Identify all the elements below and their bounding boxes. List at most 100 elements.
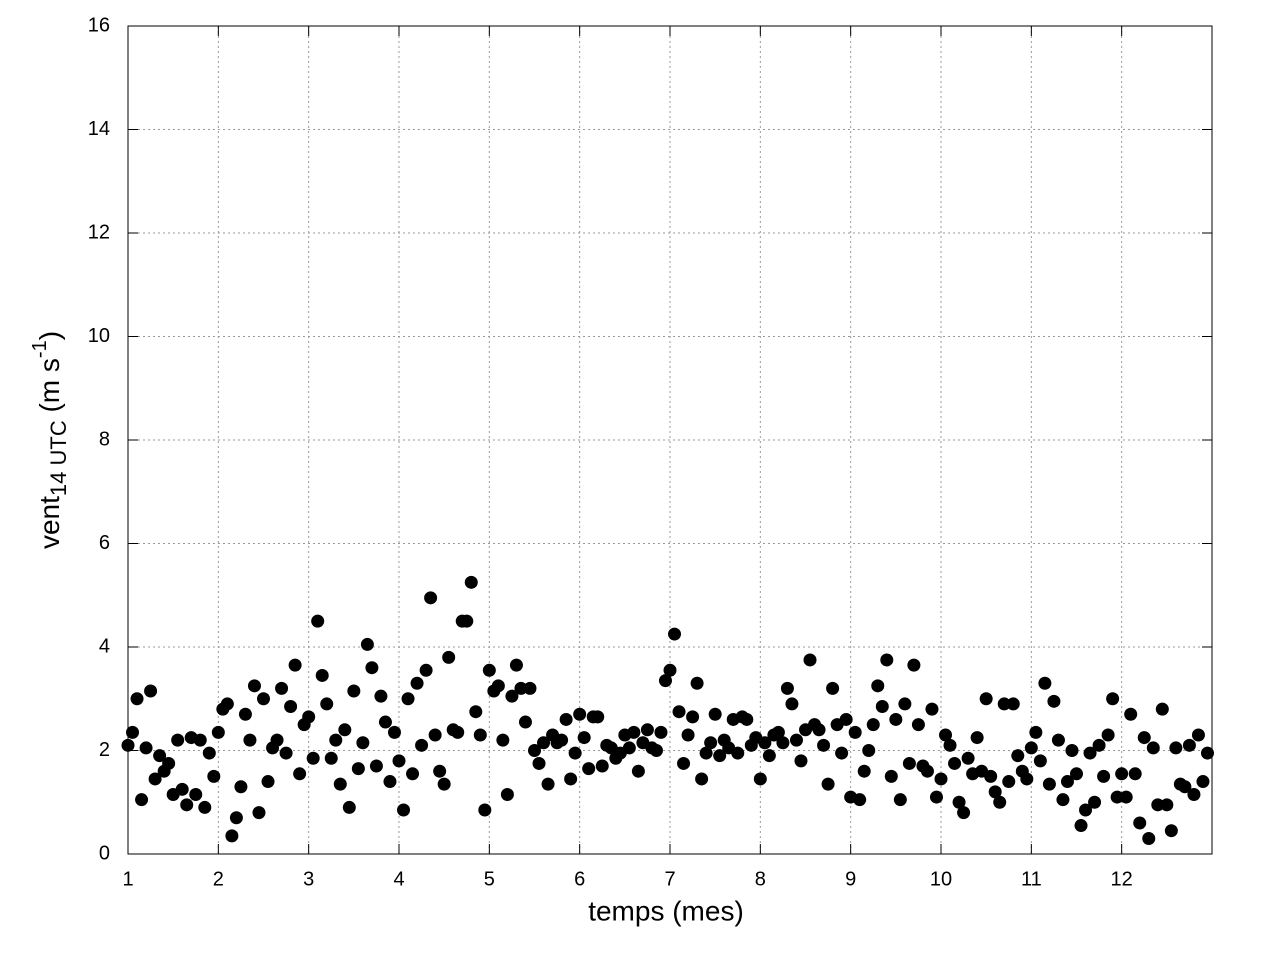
data-point bbox=[419, 663, 433, 677]
data-point bbox=[1024, 741, 1038, 755]
data-point bbox=[970, 731, 984, 745]
data-point bbox=[1187, 787, 1201, 801]
data-point bbox=[993, 795, 1007, 809]
data-point bbox=[1196, 775, 1210, 789]
data-point bbox=[853, 793, 867, 807]
data-point bbox=[365, 661, 379, 675]
data-point bbox=[758, 736, 772, 750]
data-point bbox=[595, 759, 609, 773]
data-point bbox=[252, 806, 266, 820]
data-point bbox=[907, 658, 921, 672]
data-point bbox=[491, 679, 505, 693]
x-tick-label: 6 bbox=[574, 868, 585, 890]
data-point bbox=[1142, 831, 1156, 845]
data-point bbox=[884, 769, 898, 783]
data-point bbox=[523, 681, 537, 695]
data-point bbox=[401, 692, 415, 706]
data-point bbox=[1029, 725, 1043, 739]
data-point bbox=[817, 738, 831, 752]
data-point bbox=[939, 728, 953, 742]
data-point bbox=[848, 725, 862, 739]
data-point bbox=[342, 800, 356, 814]
data-point bbox=[514, 681, 528, 695]
data-point bbox=[1164, 824, 1178, 838]
data-point bbox=[658, 674, 672, 688]
x-tick-label: 7 bbox=[664, 868, 675, 890]
data-point bbox=[925, 702, 939, 716]
data-point bbox=[144, 684, 158, 698]
data-point bbox=[984, 769, 998, 783]
data-point bbox=[952, 795, 966, 809]
data-point bbox=[1169, 741, 1183, 755]
data-point bbox=[631, 764, 645, 778]
data-point bbox=[559, 712, 573, 726]
data-point bbox=[464, 575, 478, 589]
data-point bbox=[862, 744, 876, 757]
data-point bbox=[257, 692, 270, 706]
data-point bbox=[397, 803, 411, 817]
data-point bbox=[577, 731, 591, 745]
data-point bbox=[857, 764, 871, 778]
data-point bbox=[713, 749, 727, 763]
data-point bbox=[794, 754, 808, 768]
y-label-sub: 14 UTC bbox=[46, 420, 71, 496]
data-point bbox=[347, 684, 361, 698]
data-point bbox=[821, 777, 835, 791]
data-point bbox=[929, 790, 943, 804]
data-point bbox=[1065, 744, 1079, 757]
data-point bbox=[573, 707, 587, 721]
data-point bbox=[835, 746, 849, 760]
data-point bbox=[920, 764, 934, 778]
data-point bbox=[1033, 754, 1047, 768]
data-point bbox=[139, 741, 153, 755]
data-point bbox=[1042, 777, 1056, 791]
y-label-main: vent bbox=[34, 496, 65, 549]
data-point bbox=[1056, 793, 1070, 807]
data-point bbox=[1047, 694, 1061, 708]
data-point bbox=[1151, 798, 1165, 812]
data-point bbox=[243, 733, 257, 747]
data-point bbox=[175, 782, 189, 796]
data-point bbox=[997, 697, 1011, 711]
data-point bbox=[1038, 676, 1052, 690]
data-point bbox=[275, 681, 289, 695]
data-point bbox=[1146, 741, 1160, 755]
data-point bbox=[1101, 728, 1115, 742]
data-point bbox=[753, 772, 767, 786]
data-point bbox=[695, 772, 709, 786]
data-point bbox=[591, 710, 605, 724]
y-axis-label: vent14 UTC (m s-1) bbox=[29, 331, 71, 549]
data-point bbox=[1119, 790, 1133, 804]
data-point bbox=[1133, 816, 1147, 830]
data-point bbox=[780, 681, 794, 695]
x-tick-label: 11 bbox=[1021, 868, 1042, 890]
data-point bbox=[460, 614, 474, 628]
x-tick-label: 8 bbox=[755, 868, 766, 890]
data-point bbox=[898, 697, 912, 711]
data-point bbox=[162, 756, 176, 770]
data-point bbox=[311, 614, 325, 628]
data-point bbox=[911, 718, 925, 732]
data-point bbox=[564, 772, 578, 786]
data-point bbox=[528, 744, 541, 757]
data-point bbox=[369, 759, 383, 773]
data-point bbox=[279, 746, 293, 760]
data-point bbox=[1088, 795, 1102, 809]
data-point bbox=[1155, 702, 1169, 716]
x-axis-label: temps (mes) bbox=[588, 895, 744, 926]
data-point bbox=[889, 712, 903, 726]
data-point bbox=[374, 689, 388, 703]
data-point bbox=[677, 756, 691, 770]
data-point bbox=[649, 744, 663, 757]
data-point bbox=[668, 627, 682, 641]
data-point bbox=[135, 793, 149, 807]
data-point bbox=[902, 756, 916, 770]
data-point bbox=[518, 715, 532, 729]
data-point bbox=[121, 738, 135, 752]
data-point bbox=[153, 749, 167, 763]
data-point bbox=[270, 733, 284, 747]
x-tick-label: 10 bbox=[930, 868, 952, 890]
data-point bbox=[771, 725, 785, 739]
x-tick-label: 5 bbox=[484, 868, 495, 890]
data-point bbox=[338, 723, 352, 737]
